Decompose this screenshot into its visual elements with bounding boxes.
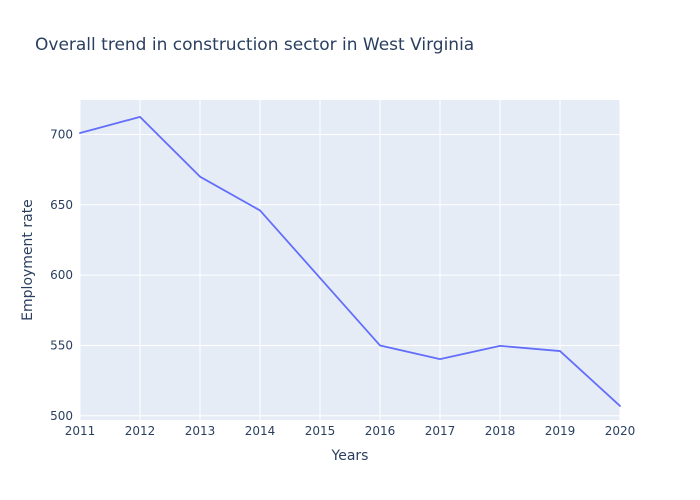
data-point (318, 276, 322, 280)
data-point (558, 349, 562, 353)
x-tick-label: 2020 (605, 424, 636, 438)
x-tick-label: 2014 (245, 424, 276, 438)
data-point (438, 357, 442, 361)
x-tick-label: 2019 (545, 424, 576, 438)
series-line (79, 115, 621, 407)
y-tick-label: 700 (50, 127, 73, 141)
data-point (498, 344, 502, 348)
x-tick-label: 2017 (425, 424, 456, 438)
x-axis-title: Years (331, 448, 369, 464)
y-axis-title: Employment rate (20, 199, 36, 321)
chart-title: Overall trend in construction sector in … (35, 35, 474, 55)
series-layer (78, 115, 622, 408)
y-tick-label: 550 (50, 338, 73, 352)
plot-background (80, 100, 620, 420)
data-point (78, 131, 82, 135)
x-tick-label: 2011 (65, 424, 96, 438)
y-tick-label: 500 (50, 409, 73, 423)
x-tick-label: 2013 (185, 424, 216, 438)
x-tick-label: 2018 (485, 424, 516, 438)
y-tick-label: 600 (50, 268, 73, 282)
x-axis-ticks: 2011 2012 2013 2014 2015 2016 2017 2018 2019 2020 (65, 424, 636, 438)
data-point (198, 174, 202, 178)
y-tick-label: 650 (50, 198, 73, 212)
data-point (138, 115, 142, 119)
y-axis-ticks: 500 550 600 650 700 (50, 127, 73, 422)
plot-area (79, 100, 621, 420)
x-tick-label: 2015 (305, 424, 336, 438)
data-point (258, 208, 262, 212)
x-tick-label: 2012 (125, 424, 156, 438)
x-tick-label: 2016 (365, 424, 396, 438)
data-point (378, 343, 382, 347)
data-point (618, 404, 622, 408)
